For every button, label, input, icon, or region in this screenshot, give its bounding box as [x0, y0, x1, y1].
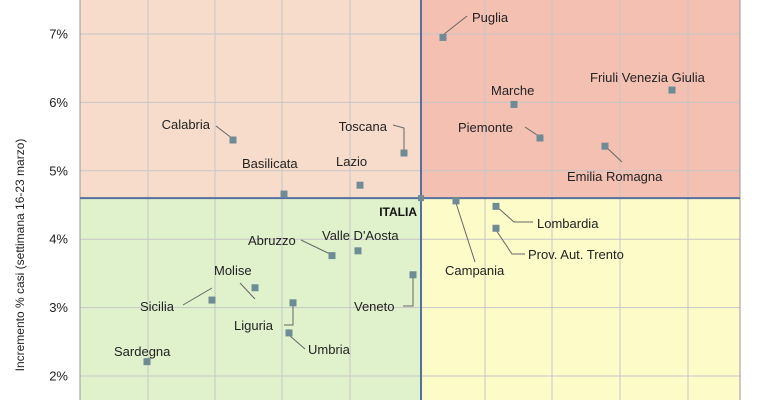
label-leader-line — [182, 287, 213, 306]
point-label: Veneto — [354, 299, 395, 314]
data-point — [439, 33, 447, 41]
data-point — [492, 202, 500, 210]
data-point — [452, 197, 460, 205]
data-point — [229, 136, 237, 144]
point-label: Piemonte — [458, 120, 513, 135]
point-label: Molise — [214, 263, 252, 278]
point-label: Puglia — [472, 10, 509, 25]
y-tick-label: 6% — [49, 95, 68, 110]
label-leader-line — [442, 15, 468, 36]
point-label: Calabria — [162, 117, 211, 132]
reference-point — [418, 195, 424, 202]
data-point — [251, 284, 259, 292]
y-tick-label: 5% — [49, 163, 68, 178]
quadrant-top-left — [80, 0, 421, 199]
data-point — [280, 190, 288, 198]
data-point — [328, 252, 336, 260]
label-leader-line — [239, 282, 256, 300]
point-label: Marche — [491, 83, 534, 98]
point-label: Emilia Romagna — [567, 169, 663, 184]
point-label: Basilicata — [242, 156, 298, 171]
point-label: Valle D'Aosta — [322, 228, 399, 243]
data-point — [354, 247, 362, 255]
y-tick-label: 4% — [49, 232, 68, 247]
data-point — [356, 181, 364, 189]
data-point — [400, 149, 408, 157]
data-point — [492, 224, 500, 232]
label-leader-line — [495, 205, 533, 223]
data-point — [285, 329, 293, 337]
point-label: Friuli Venezia Giulia — [590, 70, 706, 85]
point-label: Liguria — [234, 318, 274, 333]
point-label: Sicilia — [140, 299, 175, 314]
point-label: Campania — [445, 263, 505, 278]
y-tick-label: 2% — [49, 369, 68, 384]
point-label: Lazio — [336, 154, 367, 169]
label-leader-line — [288, 334, 306, 350]
point-label: Prov. Aut. Trento — [528, 247, 624, 262]
quadrant-bottom-right — [421, 198, 740, 400]
data-point — [409, 271, 417, 279]
data-point — [536, 134, 544, 142]
data-point — [668, 86, 676, 94]
quadrant-top-right — [421, 0, 740, 199]
point-label: Toscana — [339, 119, 388, 134]
y-tick-label: 3% — [49, 300, 68, 315]
point-label: Sardegna — [114, 344, 171, 359]
point-label: Umbria — [308, 342, 351, 357]
y-axis-title: Incremento % casi (settimana 16-23 marzo… — [13, 139, 27, 372]
point-label: Lombardia — [537, 216, 599, 231]
data-point — [143, 358, 151, 366]
data-point — [601, 142, 609, 150]
reference-label: ITALIA — [379, 205, 417, 219]
label-leader-line — [300, 239, 333, 256]
data-point — [289, 299, 297, 307]
point-label: Abruzzo — [248, 233, 296, 248]
y-tick-label: 7% — [49, 27, 68, 42]
data-point — [208, 296, 216, 304]
label-leader-line — [392, 124, 405, 152]
label-leader-line — [284, 304, 294, 326]
label-leader-line — [403, 275, 414, 307]
label-leader-line — [495, 229, 525, 255]
data-point — [510, 100, 518, 108]
quadrant-bottom-left — [80, 198, 421, 400]
label-leader-line — [455, 202, 476, 263]
